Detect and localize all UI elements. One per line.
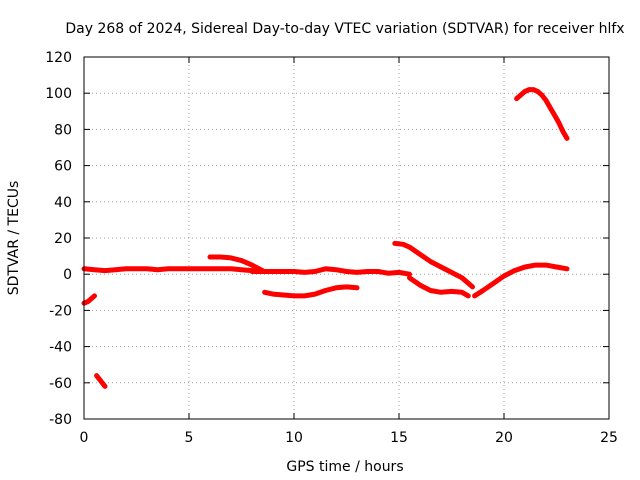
series-arc-evening-high [514, 87, 570, 141]
x-axis-label: GPS time / hours [286, 459, 403, 475]
y-tick-label: -60 [49, 376, 72, 392]
grid [84, 57, 609, 419]
x-tick-label: 10 [285, 430, 303, 446]
series-arc-afternoon-fall [392, 240, 475, 290]
series-arc-midday-low [262, 284, 360, 299]
x-tick-label: 20 [495, 430, 513, 446]
y-tick-label: 60 [54, 159, 72, 175]
series-arc-main-left [81, 266, 255, 274]
y-tick-label: 80 [54, 122, 72, 138]
x-tick-label: 0 [80, 430, 89, 446]
series-arc-evening-rise [472, 262, 570, 299]
chart-title: Day 268 of 2024, Sidereal Day-to-day VTE… [65, 21, 624, 37]
y-tick-label: -80 [49, 412, 72, 428]
x-tick-label: 15 [390, 430, 408, 446]
series-arc-afternoon-dip [407, 275, 471, 299]
y-tick-label: -40 [49, 340, 72, 356]
axis-ticks: 0 5 10 15 20 25 -80 -60 -40 -20 0 20 40 60 80 100 120 [45, 50, 618, 446]
x-tick-label: 25 [600, 430, 618, 446]
series-arc-early-low [94, 373, 108, 389]
y-tick-label: 120 [45, 50, 72, 66]
series-group [81, 87, 570, 389]
y-tick-label: 100 [45, 86, 72, 102]
y-tick-label: 20 [54, 231, 72, 247]
x-tick-label: 5 [185, 430, 194, 446]
series-arc-midday [249, 266, 412, 277]
y-tick-label: -20 [49, 303, 72, 319]
y-tick-label: 0 [63, 267, 72, 283]
series-arc-morning-hump [207, 254, 265, 274]
y-tick-label: 40 [54, 195, 72, 211]
series-arc-early-dip [81, 293, 97, 306]
y-axis-label: SDTVAR / TECUs [6, 181, 22, 296]
plot-frame [83, 56, 610, 420]
